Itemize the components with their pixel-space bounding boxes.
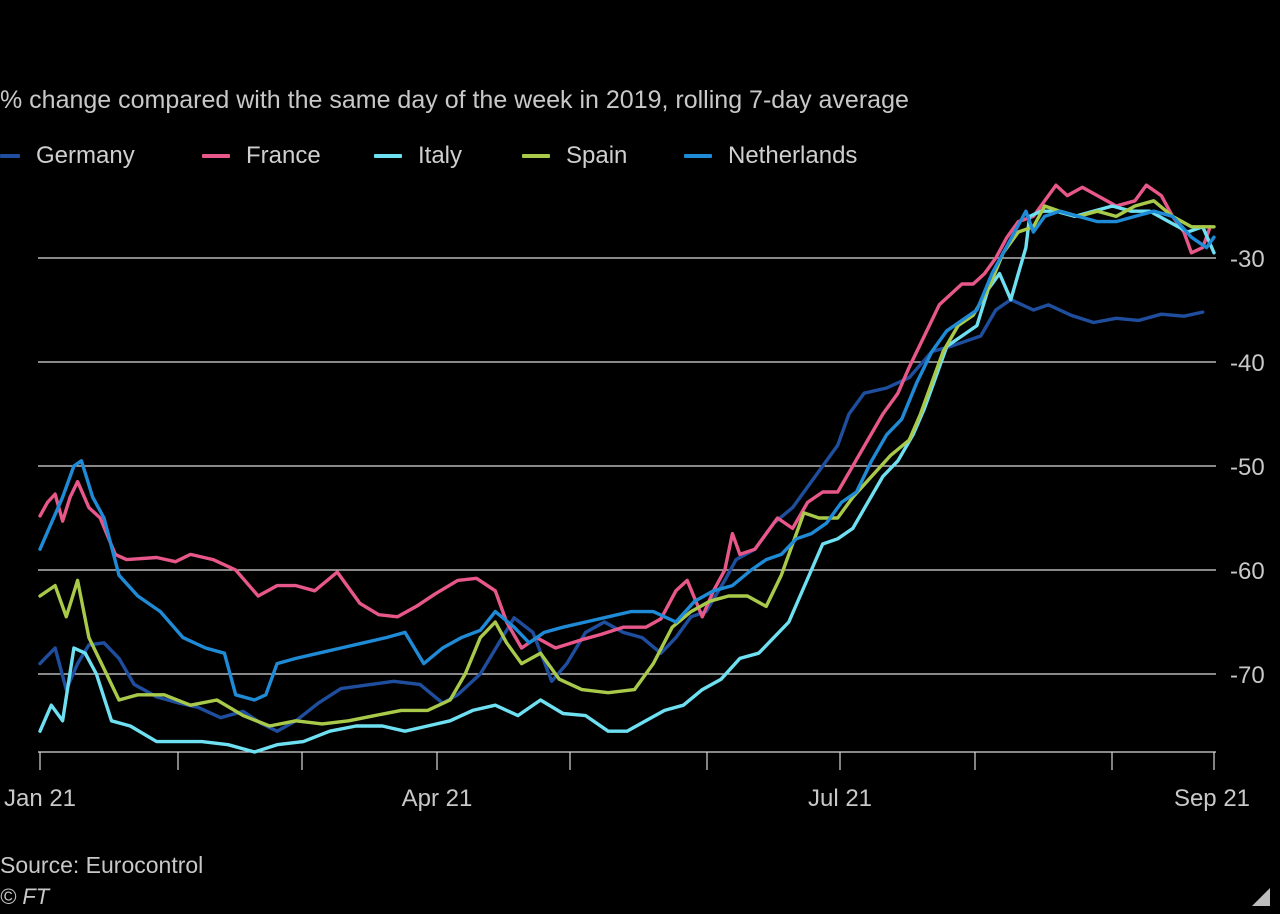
legend-item-italy: Italy: [374, 142, 462, 170]
series-line-france: [38, 183, 1212, 650]
legend-label-france: France: [246, 142, 321, 169]
legend-swatch-france: [202, 154, 230, 158]
resize-corner-icon: [1252, 888, 1270, 906]
y-tick-label: -40: [1230, 350, 1265, 377]
legend-label-italy: Italy: [418, 142, 463, 169]
legend-item-france: France: [202, 142, 321, 170]
legend-swatch-netherlands: [684, 154, 712, 158]
chart-subtitle: % change compared with the same day of t…: [0, 86, 909, 114]
legend-label-germany: Germany: [36, 142, 135, 169]
legend-item-spain: Spain: [522, 142, 627, 170]
source-note: Source: Eurocontrol: [0, 852, 204, 878]
series-line-italy: [38, 204, 1216, 754]
copyright-note: © FT: [0, 884, 50, 909]
legend-label-netherlands: Netherlands: [728, 142, 858, 169]
x-tick-label: Apr 21: [402, 785, 473, 812]
chart-legend: Germany France Italy Spain Netherlands: [0, 142, 1280, 176]
series-line-germany: [38, 297, 1205, 733]
y-tick-label: -60: [1230, 558, 1265, 585]
x-tick-label: Jul 21: [808, 785, 872, 812]
legend-item-netherlands: Netherlands: [684, 142, 857, 170]
x-tick-label: Sep 21: [1174, 785, 1250, 812]
series-line-spain: [38, 199, 1216, 728]
legend-swatch-italy: [374, 154, 402, 158]
legend-swatch-spain: [522, 154, 550, 158]
legend-label-spain: Spain: [566, 142, 628, 169]
y-tick-label: -30: [1230, 246, 1265, 273]
x-tick-label: Jan 21: [4, 785, 76, 812]
legend-item-germany: Germany: [0, 142, 135, 170]
series-line-netherlands: [38, 209, 1216, 702]
y-tick-label: -50: [1230, 454, 1265, 481]
legend-swatch-germany: [0, 154, 20, 158]
y-tick-label: -70: [1230, 662, 1265, 689]
